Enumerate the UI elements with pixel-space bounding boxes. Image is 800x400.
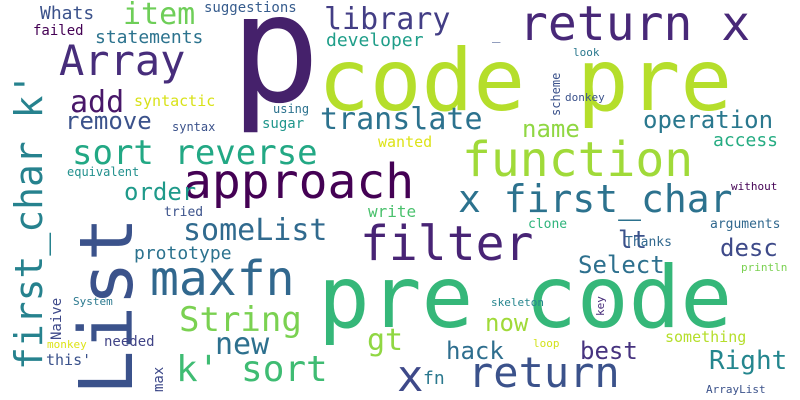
word-donkey: donkey	[565, 91, 605, 104]
word-prototype: prototype	[134, 243, 232, 264]
word-x: x	[397, 351, 424, 400]
word-return: return	[468, 348, 620, 397]
word-String: String	[179, 300, 302, 340]
word-item: item	[123, 0, 196, 32]
word-Array: Array	[59, 36, 186, 85]
word-Whats: Whats	[40, 3, 95, 24]
word-underscore: _	[492, 27, 501, 43]
word-code-pre: code pre	[318, 31, 733, 131]
word-add: add	[70, 85, 125, 120]
word-sugar: sugar	[262, 116, 305, 132]
word-failed: failed	[33, 23, 84, 39]
word-gt: gt	[367, 323, 404, 358]
word-Naive: Naive	[49, 297, 65, 340]
word-p: p	[230, 0, 321, 137]
word-scheme: scheme	[549, 72, 563, 116]
word-without: without	[731, 180, 778, 193]
word-arguments: arguments	[710, 217, 781, 232]
word-syntactic: syntactic	[134, 92, 216, 110]
word-k-sort: k' sort	[176, 349, 328, 390]
word-key: key	[594, 296, 607, 316]
word-fn: fn	[423, 368, 445, 389]
word-operation: operation	[643, 106, 774, 134]
word-System: System	[73, 295, 113, 308]
word-write: write	[368, 202, 417, 221]
word-something: something	[665, 328, 747, 346]
word-statements: statements	[95, 27, 204, 48]
word-equivalent: equivalent	[67, 165, 140, 179]
word-this: this'	[46, 351, 92, 369]
word-first_char-k: first_char k'	[7, 72, 51, 370]
word-tried: tried	[164, 205, 204, 220]
word-remove: remove	[65, 107, 152, 135]
word-Select: Select	[578, 251, 665, 279]
word-loop: loop	[533, 337, 560, 350]
word-Thanks: Thanks	[625, 235, 672, 250]
word-x-first_char: x first_char	[458, 177, 733, 221]
word-filter: filter	[360, 216, 534, 272]
word-translate: translate	[320, 102, 483, 137]
word-access: access	[713, 130, 779, 151]
word-monkey: monkey	[47, 338, 87, 351]
word-sort-reverse: sort reverse	[72, 133, 318, 173]
word-name: name	[522, 115, 580, 143]
word-approach: approach	[183, 154, 415, 210]
word-someList: someList	[183, 213, 328, 248]
word-println: println	[741, 261, 788, 274]
word-hack: hack	[446, 337, 504, 365]
word-skeleton: skeleton	[491, 296, 544, 309]
word-wanted: wanted	[378, 133, 433, 151]
word-new: new	[215, 327, 270, 362]
word-look: look	[573, 46, 600, 59]
word-best: best	[580, 337, 638, 365]
word-maxfn: maxfn	[150, 251, 295, 307]
word-return-x: return x	[519, 0, 751, 52]
word-clone: clone	[528, 217, 568, 232]
word-developer: developer	[326, 30, 424, 51]
word-suggestions: suggestions	[204, 0, 297, 16]
word-order: order	[124, 178, 197, 206]
word-library: library	[324, 2, 451, 37]
word-using: using	[273, 102, 310, 116]
word-Right: Right	[709, 346, 788, 376]
word-max: max	[151, 366, 167, 392]
word-lt: lt	[618, 226, 647, 254]
word-desc: desc	[720, 234, 778, 262]
word-now: now	[485, 309, 529, 337]
word-syntax: syntax	[172, 120, 216, 134]
word-ArrayList: ArrayList	[706, 383, 766, 396]
word-function: function	[462, 132, 694, 188]
word-needed: needed	[104, 334, 155, 350]
word-pre-code: pre code	[318, 248, 733, 348]
